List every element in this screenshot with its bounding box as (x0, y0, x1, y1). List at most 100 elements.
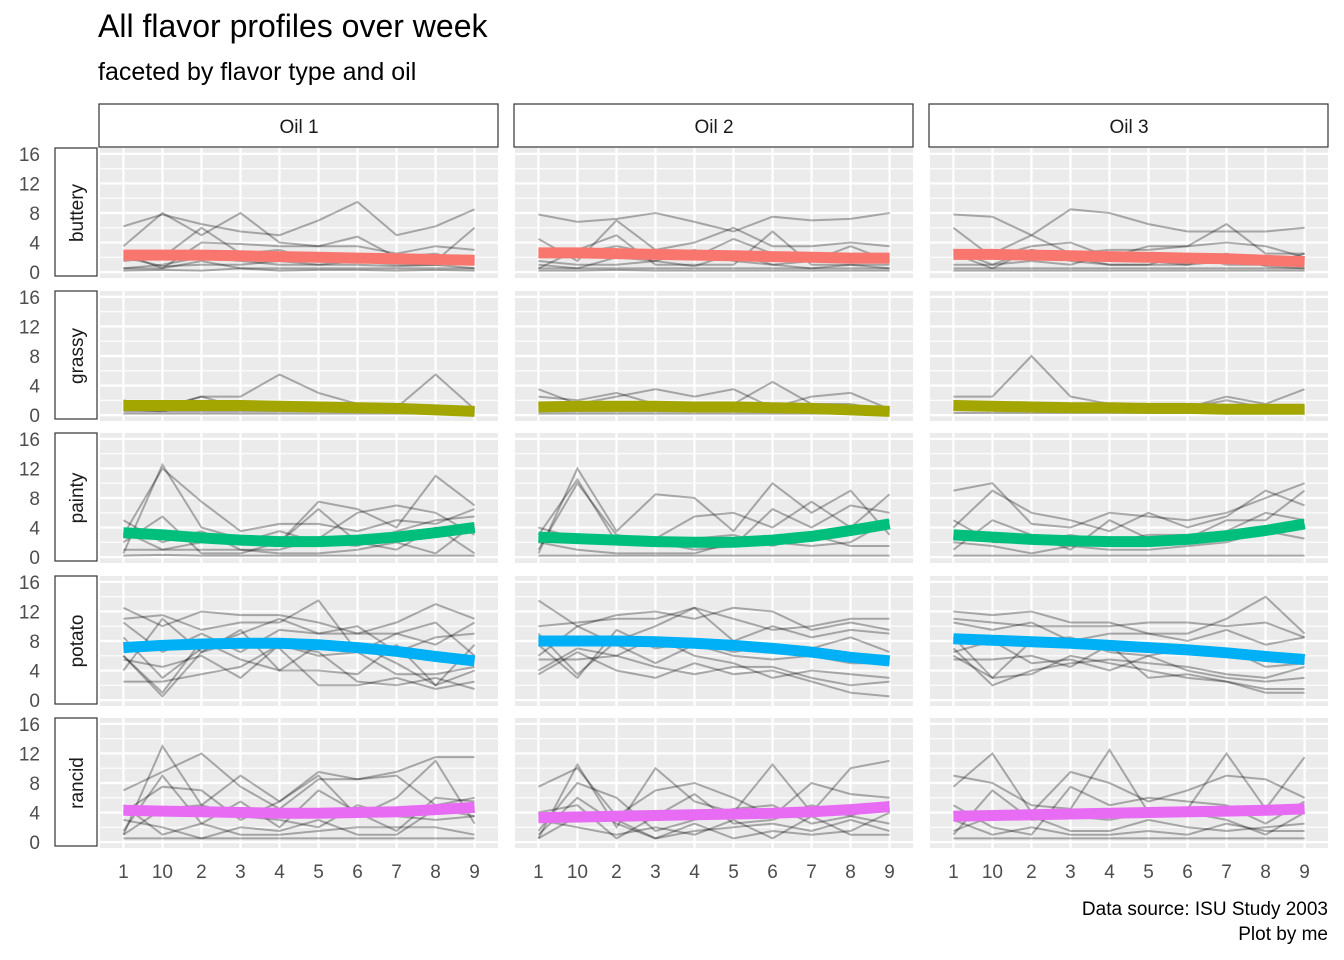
taster-series-line (122, 462, 476, 554)
x-tick-label: 1 (533, 862, 544, 883)
panel-potato-oil-3 (930, 576, 1328, 706)
panel-grassy-oil-2 (515, 291, 913, 421)
trend-line-buttery (538, 247, 890, 264)
taster-series-line (538, 268, 890, 272)
facet-strip-oil-2 (513, 103, 914, 148)
taster-series-line (537, 466, 891, 554)
facet-strip-label: Oil 1 (279, 117, 318, 138)
y-tick-label: 8 (29, 347, 40, 368)
x-tick-label: 10 (152, 862, 173, 883)
facet-strip-painty (54, 432, 98, 562)
facet-row-label: buttery (67, 183, 88, 242)
panel-potato-oil-2 (515, 576, 913, 706)
taster-series-line (122, 639, 476, 695)
y-tick-label: 12 (19, 317, 40, 338)
taster-series-line (123, 807, 475, 840)
taster-series-line (953, 621, 1305, 646)
taster-series-line (122, 211, 475, 255)
taster-series-line (538, 211, 890, 233)
y-tick-label: 0 (29, 548, 40, 569)
x-tick-label: 6 (352, 862, 363, 883)
taster-series-line (538, 606, 890, 631)
trend-line-painty (953, 518, 1306, 548)
taster-series-line (953, 639, 1305, 683)
x-tick-label: 8 (430, 862, 441, 883)
trend-line-grassy (123, 400, 475, 417)
taster-series-line (122, 603, 475, 635)
panel-buttery-oil-1 (100, 148, 498, 278)
facet-row-label: painty (67, 472, 88, 523)
y-tick-label: 16 (19, 145, 40, 166)
trend-line-rancid (538, 801, 891, 824)
trend-line-potato (953, 633, 1306, 665)
taster-series-line (123, 553, 475, 557)
x-tick-label: 5 (1143, 862, 1154, 883)
trend-line-buttery (953, 248, 1305, 268)
taster-series-line (953, 208, 1305, 237)
panel-buttery-oil-3 (930, 148, 1328, 278)
x-tick-label: 2 (1026, 862, 1037, 883)
panel-painty-oil-2 (515, 433, 913, 563)
x-tick-label: 9 (469, 862, 480, 883)
chart-title: All flavor profiles over week (98, 8, 488, 44)
taster-series-line (122, 617, 475, 680)
chart-subtitle: faceted by flavor type and oil (98, 58, 417, 86)
panel-rancid-oil-3 (930, 718, 1328, 848)
y-tick-label: 16 (19, 715, 40, 736)
panel-grassy-oil-3 (930, 291, 1328, 421)
taster-series-line (537, 477, 891, 544)
y-tick-label: 0 (29, 833, 40, 854)
taster-series-line (952, 489, 1306, 551)
facet-strip-oil-3 (928, 103, 1329, 148)
taster-series-line (538, 519, 891, 555)
taster-series-line (123, 256, 475, 270)
taster-series-line (123, 523, 476, 555)
y-tick-label: 12 (19, 744, 40, 765)
y-tick-label: 16 (19, 573, 40, 594)
x-tick-label: 8 (1260, 862, 1271, 883)
taster-series-line (122, 617, 475, 691)
trend-line-painty (123, 522, 476, 548)
x-tick-label: 10 (982, 862, 1003, 883)
x-tick-label: 7 (806, 862, 817, 883)
taster-series-line (123, 267, 475, 272)
x-tick-label: 9 (884, 862, 895, 883)
taster-series-line (953, 747, 1306, 814)
taster-series-line (123, 643, 475, 680)
taster-series-line (123, 256, 475, 270)
x-tick-label: 6 (767, 862, 778, 883)
x-tick-label: 3 (235, 862, 246, 883)
x-tick-label: 7 (1221, 862, 1232, 883)
trend-line-buttery (123, 249, 475, 266)
facet-strip-oil-1 (98, 103, 499, 148)
taster-series-line (952, 489, 1305, 533)
trend-line-rancid (123, 801, 475, 819)
taster-series-line (537, 230, 890, 270)
y-tick-label: 0 (29, 263, 40, 284)
taster-series-line (953, 482, 1305, 529)
trend-line-painty (538, 518, 891, 548)
trend-line-rancid (953, 803, 1305, 822)
taster-series-line (538, 388, 890, 411)
taster-series-line (953, 643, 1305, 694)
facet-strip-potato (54, 575, 98, 705)
taster-series-line (123, 200, 475, 237)
y-tick-label: 8 (29, 489, 40, 510)
trend-line-potato (123, 637, 476, 667)
x-tick-label: 4 (1104, 862, 1115, 883)
taster-series-line (952, 654, 1305, 690)
taster-series-line (537, 647, 890, 687)
taster-series-line (537, 650, 890, 698)
caption-author: Plot by me (1238, 924, 1328, 945)
taster-series-line (537, 599, 890, 631)
taster-series-line (952, 752, 1306, 815)
panel-potato-oil-1 (100, 576, 498, 706)
y-tick-label: 4 (29, 234, 40, 255)
taster-series-line (123, 259, 475, 270)
x-tick-label: 6 (1182, 862, 1193, 883)
taster-series-line (952, 647, 1305, 687)
panel-rancid-oil-2 (515, 718, 913, 848)
x-tick-label: 7 (391, 862, 402, 883)
facet-strip-rancid (54, 717, 98, 847)
